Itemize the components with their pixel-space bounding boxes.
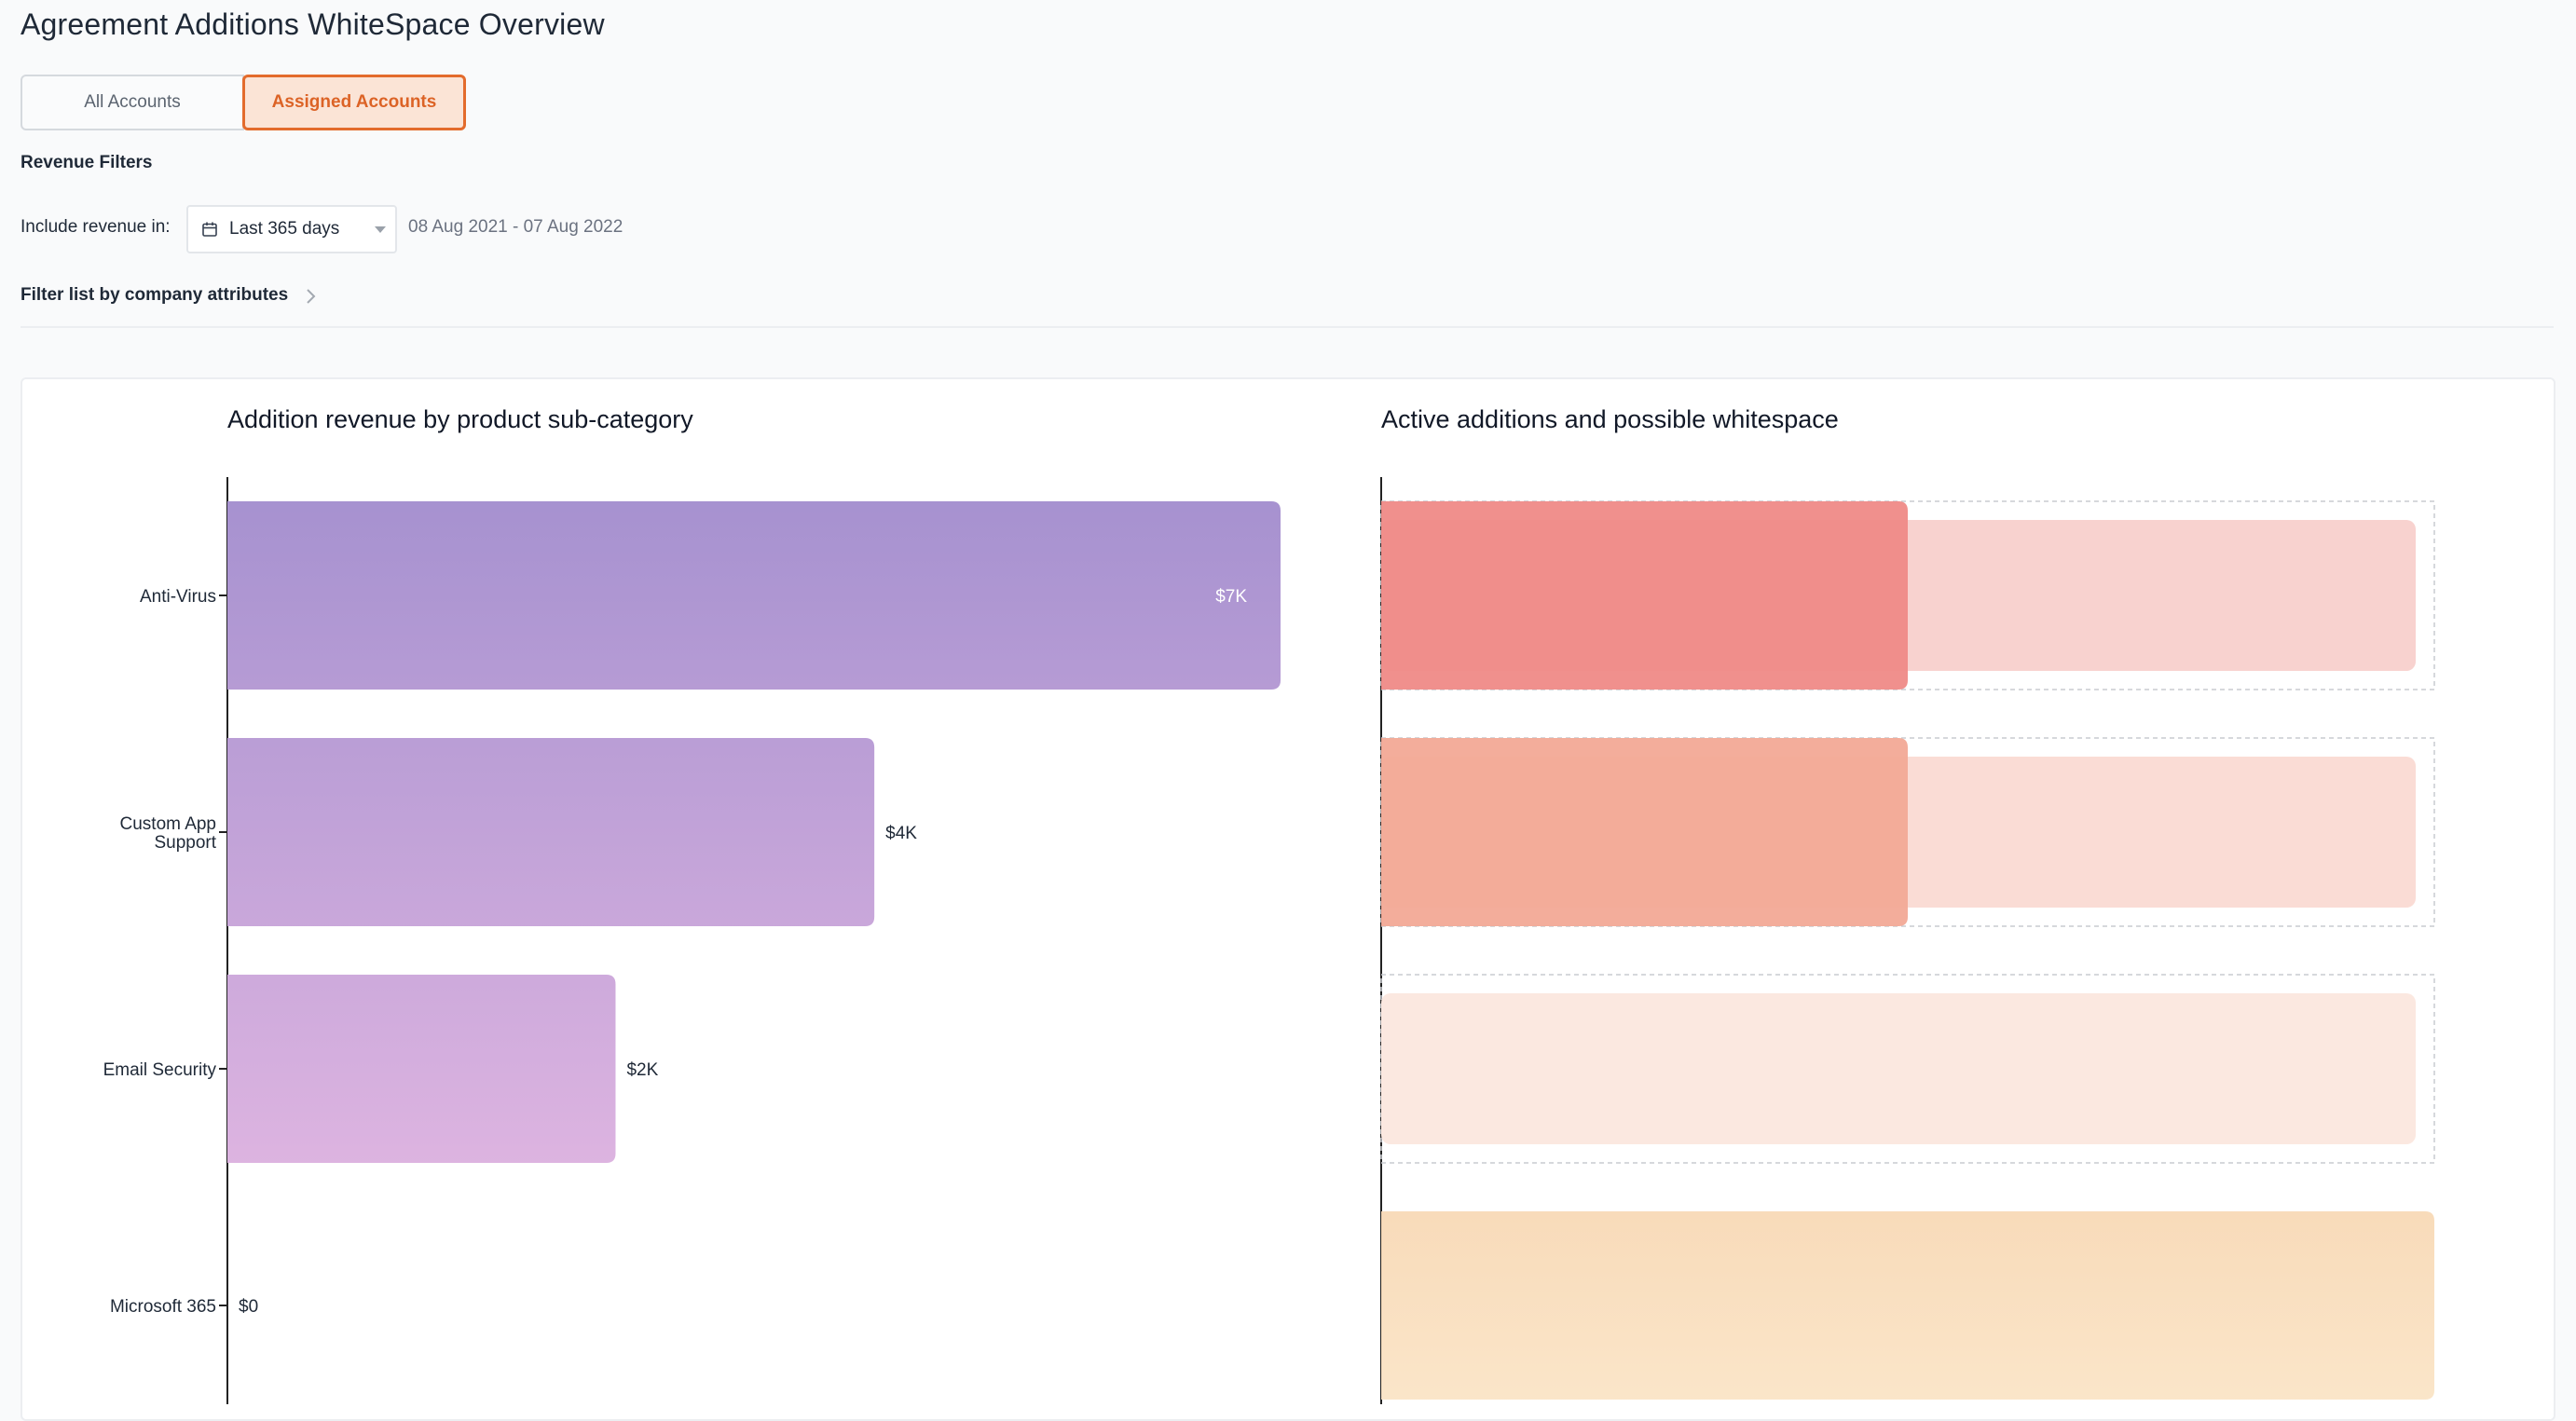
revenue-chart-title: Addition revenue by product sub-category <box>227 405 693 433</box>
calendar-icon <box>202 222 217 237</box>
revenue-tick-label: Anti-Virus <box>140 587 216 607</box>
chevron-down-icon <box>375 226 386 233</box>
period-select-value: Last 365 days <box>229 219 340 239</box>
account-toggle: All Accounts Assigned Accounts <box>21 75 466 130</box>
active-additions-bar[interactable] <box>1381 738 1908 926</box>
revenue-tick-label: Microsoft 365 <box>110 1297 216 1317</box>
whitespace-bar[interactable] <box>1381 993 2416 1144</box>
filters-divider <box>21 326 2554 328</box>
date-range-text: 08 Aug 2021 - 07 Aug 2022 <box>408 217 623 237</box>
revenue-filters-heading: Revenue Filters <box>21 153 153 172</box>
revenue-data-label: $2K <box>626 1060 658 1080</box>
charts-card: Addition revenue by product sub-category… <box>21 377 2555 1421</box>
company-attributes-filter-toggle[interactable]: Filter list by company attributes <box>21 285 289 305</box>
active-additions-bar[interactable] <box>1381 501 1908 690</box>
chevron-right-icon[interactable] <box>300 285 322 307</box>
all-accounts-button[interactable]: All Accounts <box>21 75 244 130</box>
revenue-tick-label: Email Security <box>103 1060 217 1080</box>
revenue-tick-label: Custom App Support <box>120 814 217 853</box>
revenue-data-label: $7K <box>1215 587 1247 607</box>
active-additions-bar[interactable] <box>1381 1211 2434 1400</box>
include-revenue-label: Include revenue in: <box>21 217 171 237</box>
revenue-bar[interactable] <box>227 738 875 926</box>
revenue-bar[interactable] <box>227 975 616 1163</box>
revenue-data-label: $0 <box>239 1297 258 1317</box>
revenue-bar[interactable] <box>227 501 1281 690</box>
whitespace-bar-chart <box>1380 477 2435 1404</box>
whitespace-chart-title: Active additions and possible whitespace <box>1381 405 1839 433</box>
assigned-accounts-button[interactable]: Assigned Accounts <box>242 75 466 130</box>
revenue-bar-chart: Anti-Virus $7K Custom App Support $4K Email S… <box>103 477 1281 1404</box>
page-title: Agreement Additions WhiteSpace Overview <box>21 7 605 41</box>
period-select[interactable]: Last 365 days <box>186 205 397 253</box>
revenue-data-label: $4K <box>885 824 917 843</box>
